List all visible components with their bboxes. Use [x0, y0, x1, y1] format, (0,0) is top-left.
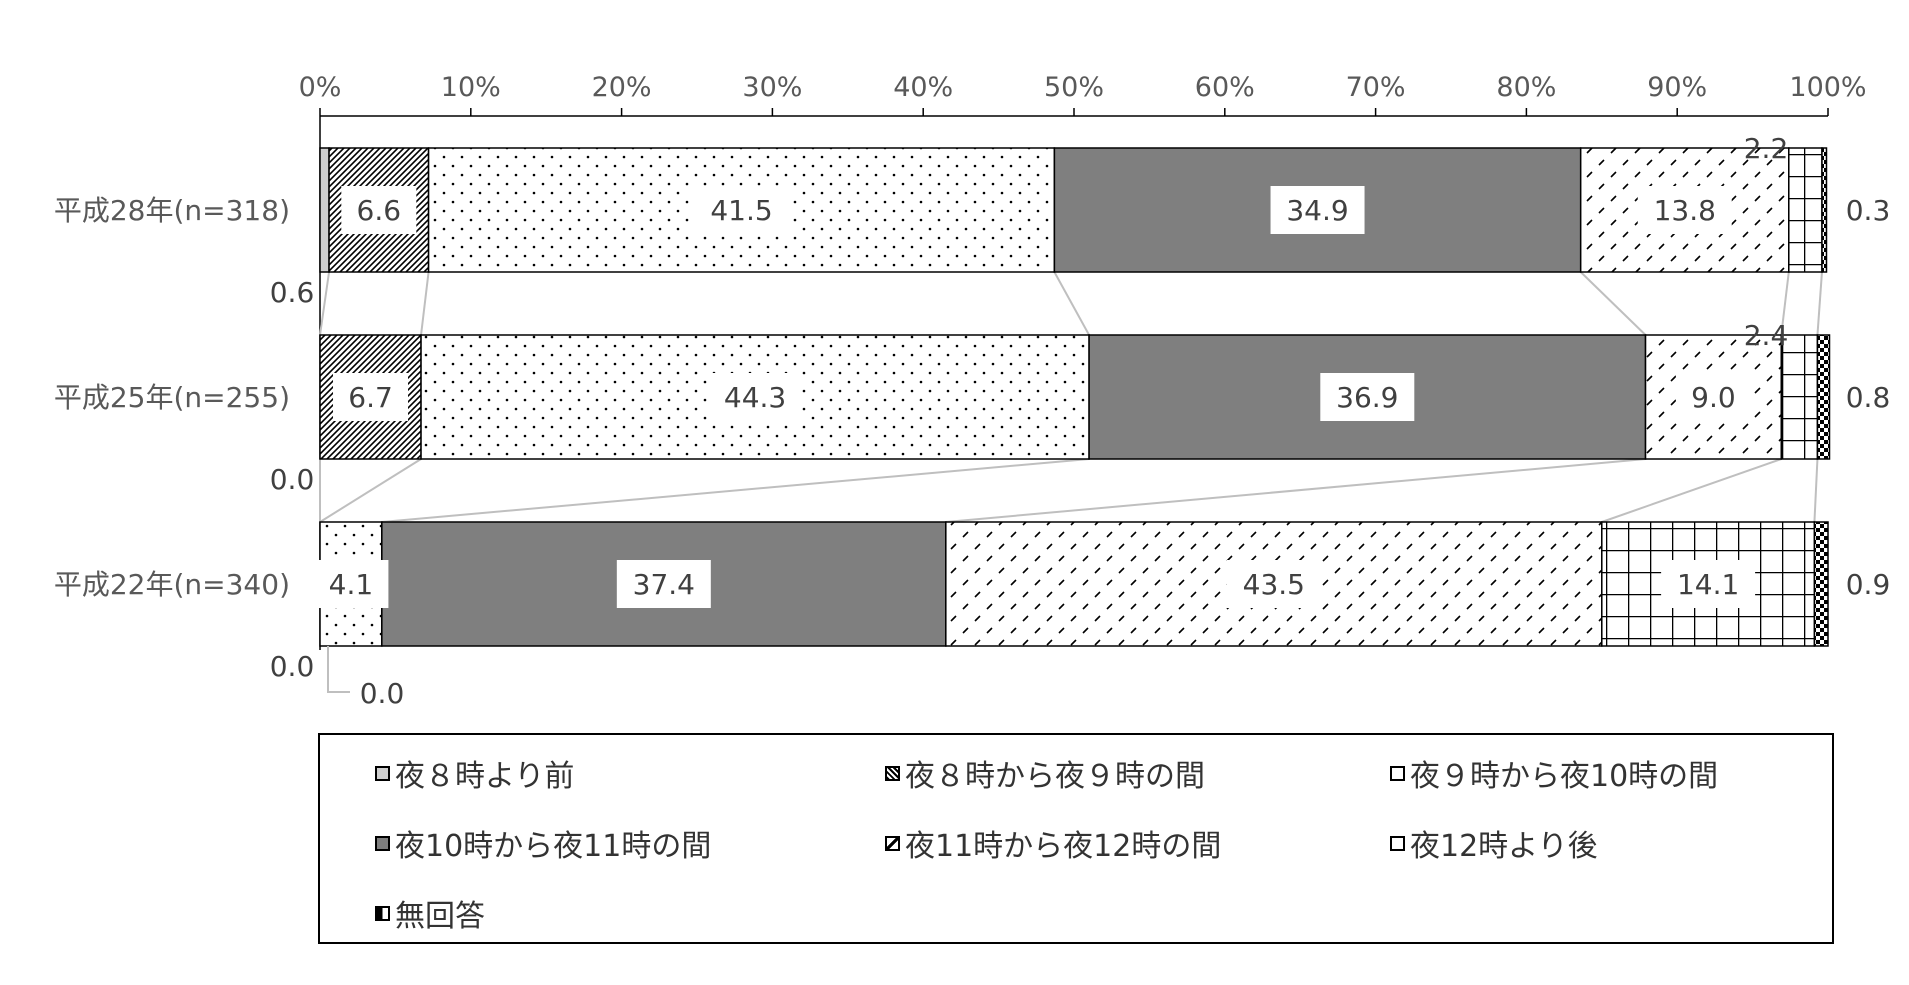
data-label: 2.4 [1744, 319, 1789, 352]
legend-label: 夜12時より後 [1410, 829, 1598, 864]
legend-item: 夜11時から夜12時の間 [885, 821, 1221, 865]
legend-item: 夜８時から夜９時の間 [885, 751, 1205, 795]
series-connector [1053, 271, 1090, 336]
x-tick-label: 20% [592, 72, 652, 103]
data-label-box [708, 373, 803, 421]
data-label: 2.2 [1744, 132, 1789, 165]
x-tick-label: 0% [299, 72, 342, 103]
category-label: 平成25年(n=255) [54, 381, 290, 414]
series-connector [1816, 271, 1823, 336]
data-label: 34.9 [1286, 194, 1348, 227]
legend-label: 夜９時から夜10時の間 [1410, 759, 1719, 794]
data-label: 44.3 [724, 381, 786, 414]
category-labels: 平成28年(n=318) 平成25年(n=255) 平成22年(n=340) [54, 194, 290, 601]
legend: 夜８時より前 夜８時から夜９時の間 夜９時から夜10時の間 夜10時から夜11時… [318, 733, 1834, 944]
data-label: 41.5 [710, 194, 772, 227]
data-label: 0.0 [270, 463, 315, 496]
data-labels: 0.6 6.6 41.5 34.9 13.8 2.2 0.3 0.0 6.7 44.3 36.9 9.… [270, 132, 1891, 710]
data-label: 0.3 [1846, 194, 1891, 227]
data-label: 37.4 [633, 568, 695, 601]
series-connector [1813, 458, 1819, 523]
data-label-box [694, 186, 789, 234]
data-label: 4.1 [329, 568, 374, 601]
x-tick-label: 50% [1044, 72, 1104, 103]
data-label-box [341, 186, 417, 234]
data-label: 14.1 [1677, 568, 1739, 601]
legend-swatch-dark-icon [375, 835, 390, 851]
x-tick-label: 70% [1346, 72, 1406, 103]
data-label: 0.6 [270, 276, 315, 309]
legend-swatch-grid-icon [1390, 835, 1405, 851]
bar-segment [1780, 334, 1819, 460]
data-label-box [313, 560, 389, 608]
data-label: 6.6 [357, 194, 402, 227]
legend-item: 夜８時より前 [375, 751, 574, 795]
series-connector [319, 458, 422, 523]
x-tick-label: 90% [1647, 72, 1707, 103]
bar-segment [1788, 147, 1823, 273]
bars [319, 147, 1831, 647]
legend-swatch-diagonal-icon [885, 765, 900, 781]
legend-swatch-checker-icon [375, 905, 390, 921]
data-label-box [1270, 186, 1365, 234]
x-axis: 0% 10% 20% 30% 40% 50% 60% 70% 80% 90% 100% [299, 72, 1867, 650]
x-tick-label: 30% [742, 72, 802, 103]
legend-item: 夜９時から夜10時の間 [1390, 751, 1718, 795]
legend-label: 夜８時から夜９時の間 [905, 759, 1205, 794]
data-label-box [1661, 560, 1756, 608]
series-connector [420, 271, 430, 336]
series-connector [1780, 271, 1790, 336]
data-label: 9.0 [1691, 381, 1736, 414]
data-label: 13.8 [1654, 194, 1716, 227]
series-connector [1601, 458, 1782, 523]
data-label: 6.7 [348, 381, 393, 414]
legend-label: 夜11時から夜12時の間 [905, 829, 1222, 864]
data-label-box [616, 560, 711, 608]
bar-segment [319, 147, 330, 273]
bar-segment [1821, 147, 1828, 273]
legend-swatch-light-icon [375, 765, 390, 781]
x-tick-label: 100% [1789, 72, 1866, 103]
x-tick-label: 40% [893, 72, 953, 103]
legend-swatch-dots-icon [1390, 765, 1405, 781]
legend-item: 夜12時より後 [1390, 821, 1598, 865]
bar-segment [1579, 147, 1790, 273]
x-tick-label: 80% [1496, 72, 1556, 103]
data-label-box [333, 373, 409, 421]
legend-label: 無回答 [395, 899, 485, 934]
series-connector [319, 271, 331, 336]
x-tick-label: 60% [1195, 72, 1255, 103]
bar-segment [1816, 334, 1831, 460]
data-label: 0.0 [360, 677, 405, 710]
data-label: 36.9 [1336, 381, 1398, 414]
legend-label: 夜８時より前 [395, 759, 575, 794]
category-label: 平成22年(n=340) [54, 568, 290, 601]
legend-label: 夜10時から夜11時の間 [395, 829, 712, 864]
bar-segment [945, 521, 1603, 647]
data-label: 0.9 [1846, 568, 1891, 601]
series-connector [381, 458, 1090, 523]
category-label: 平成28年(n=318) [54, 194, 290, 227]
series-connector [1579, 271, 1647, 336]
legend-item: 夜10時から夜11時の間 [375, 821, 711, 865]
data-label-box [1637, 186, 1732, 234]
data-label: 0.8 [1846, 381, 1891, 414]
x-tick-label: 10% [441, 72, 501, 103]
data-label: 0.0 [270, 650, 315, 683]
legend-swatch-dashes-icon [885, 835, 900, 851]
series-connectors [319, 271, 1823, 523]
data-label-box [1320, 373, 1415, 421]
legend-item: 無回答 [375, 891, 485, 935]
data-label-box [1675, 373, 1751, 421]
data-label: 43.5 [1243, 568, 1305, 601]
series-connector [945, 458, 1646, 523]
bar-segment [1813, 521, 1829, 647]
data-label-box [1226, 560, 1321, 608]
label-leader-line [327, 646, 350, 693]
